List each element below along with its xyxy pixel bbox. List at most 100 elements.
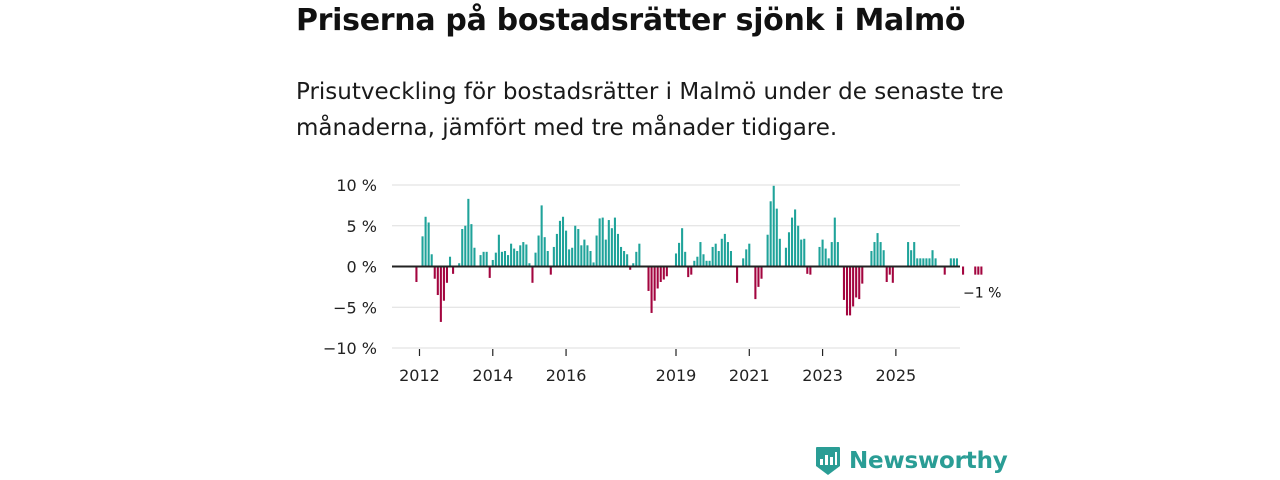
bar <box>485 251 488 267</box>
bar <box>424 216 427 267</box>
bar <box>528 263 531 267</box>
x-tick-label: 2021 <box>729 366 770 385</box>
bar <box>516 251 519 267</box>
bar <box>836 242 839 267</box>
bar <box>531 266 534 283</box>
x-tick-label: 2014 <box>472 366 513 385</box>
bar <box>433 266 436 279</box>
bar <box>800 239 803 267</box>
bar <box>610 228 613 267</box>
bar <box>488 266 491 278</box>
bar <box>626 254 629 267</box>
bar <box>543 237 546 267</box>
bar <box>818 246 821 267</box>
bar <box>464 225 467 267</box>
bar <box>659 266 662 282</box>
bar <box>623 251 626 267</box>
bar <box>827 258 830 267</box>
bar <box>491 259 494 267</box>
bar <box>647 266 650 291</box>
bar <box>503 251 507 267</box>
bar <box>977 266 980 275</box>
bar <box>791 217 794 267</box>
bar <box>427 222 430 267</box>
bar <box>690 266 693 275</box>
bar <box>445 266 449 283</box>
bar <box>638 243 641 267</box>
chart-title: Priserna på bostadsrätter sjönk i Malmö <box>296 3 966 38</box>
bar <box>702 254 705 267</box>
bar <box>748 243 751 267</box>
bar <box>604 239 607 267</box>
bar <box>726 242 729 267</box>
bar <box>500 251 503 267</box>
bar <box>882 250 885 267</box>
bar <box>681 228 684 267</box>
bar <box>632 263 635 267</box>
bar <box>448 256 452 267</box>
bar <box>806 266 809 274</box>
bar <box>855 266 858 298</box>
bar <box>436 266 439 296</box>
bar <box>421 236 424 267</box>
bar <box>613 217 616 267</box>
bar <box>876 233 879 267</box>
x-axis: 2012 2014 2016 2019 2021 2023 2025 <box>399 349 916 385</box>
bar <box>452 266 455 274</box>
chart-subtitle: Prisutveckling för bostadsrätter i Malmö… <box>296 79 1004 141</box>
bar <box>571 247 574 267</box>
bar <box>784 247 787 267</box>
bar <box>656 266 659 289</box>
bar <box>772 185 775 267</box>
bar <box>583 239 586 267</box>
bar <box>546 251 549 267</box>
bar <box>974 266 977 275</box>
bar <box>797 225 800 267</box>
bar <box>922 258 925 267</box>
bar <box>568 249 571 267</box>
x-tick-label: 2025 <box>876 366 917 385</box>
bar <box>842 266 845 300</box>
bar <box>461 229 464 267</box>
bar <box>769 201 772 267</box>
newsworthy-logo: Newsworthy <box>815 446 1008 476</box>
bar <box>891 266 894 283</box>
bar <box>507 255 510 267</box>
bar <box>598 218 601 267</box>
bar <box>415 266 418 282</box>
y-tick-label: −10 % <box>323 339 377 358</box>
bar <box>742 258 745 267</box>
bar <box>720 238 723 267</box>
bar <box>980 266 983 275</box>
bar <box>928 258 931 267</box>
bar <box>494 252 497 267</box>
bar <box>794 209 797 267</box>
bar <box>699 242 702 267</box>
bar <box>589 251 592 267</box>
bar <box>870 251 873 267</box>
bar <box>549 266 552 275</box>
bar <box>955 258 958 267</box>
bar <box>760 266 763 279</box>
bar <box>962 266 965 275</box>
bar <box>931 250 934 267</box>
bar <box>513 248 516 267</box>
bar <box>696 256 699 267</box>
bar <box>458 263 461 267</box>
bar <box>653 266 656 301</box>
bar <box>873 242 876 267</box>
y-tick-label: 10 % <box>336 176 377 195</box>
bar <box>635 251 638 267</box>
bar <box>687 266 690 278</box>
bar <box>849 266 852 316</box>
y-tick-label: −5 % <box>333 298 377 317</box>
bar <box>845 266 849 316</box>
x-tick-label: 2019 <box>656 366 697 385</box>
newsworthy-logo-text: Newsworthy <box>849 448 1008 474</box>
bar <box>943 266 946 275</box>
bar <box>479 255 482 267</box>
bar <box>919 258 922 267</box>
bar <box>473 247 476 267</box>
bar <box>787 232 791 267</box>
newsworthy-logo-icon <box>816 447 840 475</box>
